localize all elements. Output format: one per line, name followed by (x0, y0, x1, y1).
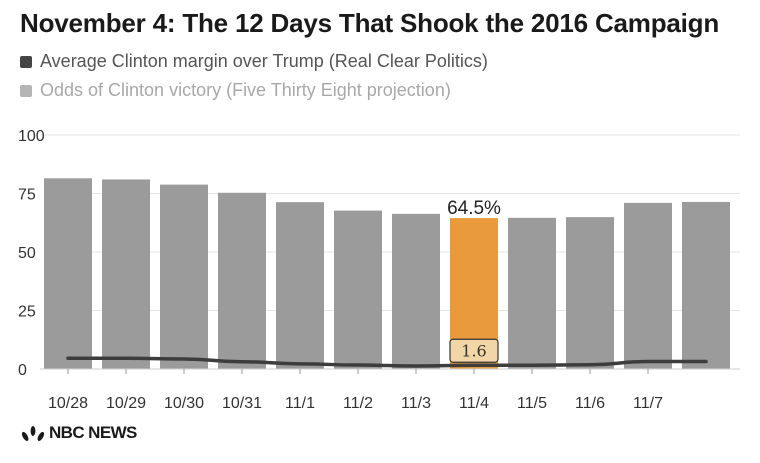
bar (334, 210, 382, 369)
bar (160, 184, 208, 369)
x-tick-label: 11/3 (401, 395, 431, 412)
bar (44, 178, 92, 369)
nbc-peacock-icon (21, 426, 45, 441)
margin-line (66, 356, 708, 368)
y-tick-label: 75 (18, 187, 36, 204)
bar (102, 179, 150, 369)
x-tick-label: 11/4 (459, 395, 489, 412)
highlight-bar-label: 64.5% (447, 198, 501, 219)
y-tick-label: 0 (18, 362, 27, 379)
chart-title: November 4: The 12 Days That Shook the 2… (20, 8, 720, 38)
odds-legend-label: Odds of Clinton victory (Five Thirty Eig… (40, 80, 451, 100)
odds-legend-swatch (20, 84, 32, 97)
bar (276, 202, 324, 369)
bar (392, 213, 440, 369)
nbc-news-logo: NBC NEWS (20, 423, 137, 443)
y-tick-label: 100 (18, 128, 45, 145)
bar (508, 217, 556, 369)
x-tick-label: 11/5 (517, 395, 547, 412)
bar (624, 202, 672, 369)
legend-item-margin: Average Clinton margin over Trump (Real … (20, 51, 488, 72)
bar (566, 217, 614, 369)
y-tick-label: 25 (18, 304, 36, 321)
bar (218, 192, 266, 369)
x-tick-label: 11/1 (285, 395, 315, 412)
x-tick-label: 11/6 (575, 395, 605, 412)
x-tick-label: 10/30 (164, 395, 204, 412)
y-tick-label: 50 (18, 245, 36, 262)
x-tick-label: 10/29 (106, 395, 146, 412)
legend-item-odds: Odds of Clinton victory (Five Thirty Eig… (20, 80, 451, 101)
margin-legend-label: Average Clinton margin over Trump (Real … (40, 51, 488, 71)
margin-legend-swatch (20, 55, 32, 68)
x-tick-label: 10/31 (222, 395, 262, 412)
highlight-line-label: 1.6 (461, 341, 486, 360)
highlight-line-callout (449, 338, 499, 363)
bar (682, 201, 730, 369)
x-tick-label: 11/7 (633, 395, 663, 412)
x-tick-label: 10/28 (48, 395, 88, 412)
brand-name: NBC NEWS (49, 423, 137, 442)
x-tick-label: 11/2 (343, 395, 373, 412)
